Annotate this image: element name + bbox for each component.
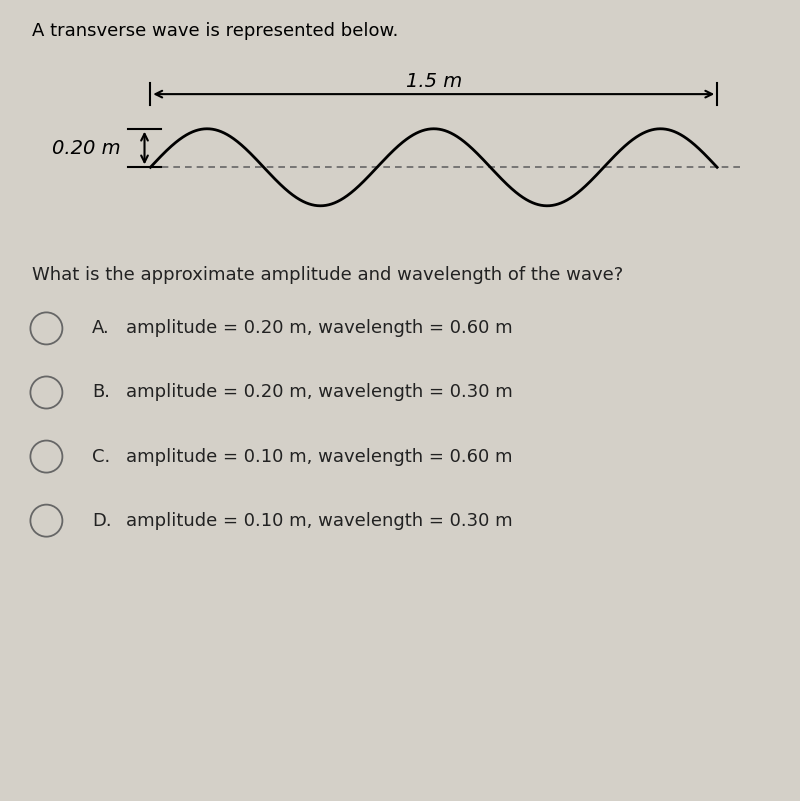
Text: C.: C.: [92, 448, 110, 465]
Text: A transverse wave is represented below.: A transverse wave is represented below.: [32, 22, 398, 40]
Text: B.: B.: [92, 384, 110, 401]
Text: 1.5 m: 1.5 m: [406, 72, 462, 91]
Text: 0.20 m: 0.20 m: [52, 139, 121, 158]
Text: What is the approximate amplitude and wavelength of the wave?: What is the approximate amplitude and wa…: [32, 266, 623, 284]
Text: D.: D.: [92, 512, 112, 529]
Text: amplitude = 0.20 m, wavelength = 0.60 m: amplitude = 0.20 m, wavelength = 0.60 m: [126, 320, 513, 337]
Text: amplitude = 0.10 m, wavelength = 0.60 m: amplitude = 0.10 m, wavelength = 0.60 m: [126, 448, 513, 465]
Text: amplitude = 0.20 m, wavelength = 0.30 m: amplitude = 0.20 m, wavelength = 0.30 m: [126, 384, 513, 401]
Text: amplitude = 0.10 m, wavelength = 0.30 m: amplitude = 0.10 m, wavelength = 0.30 m: [126, 512, 513, 529]
Text: A.: A.: [92, 320, 110, 337]
